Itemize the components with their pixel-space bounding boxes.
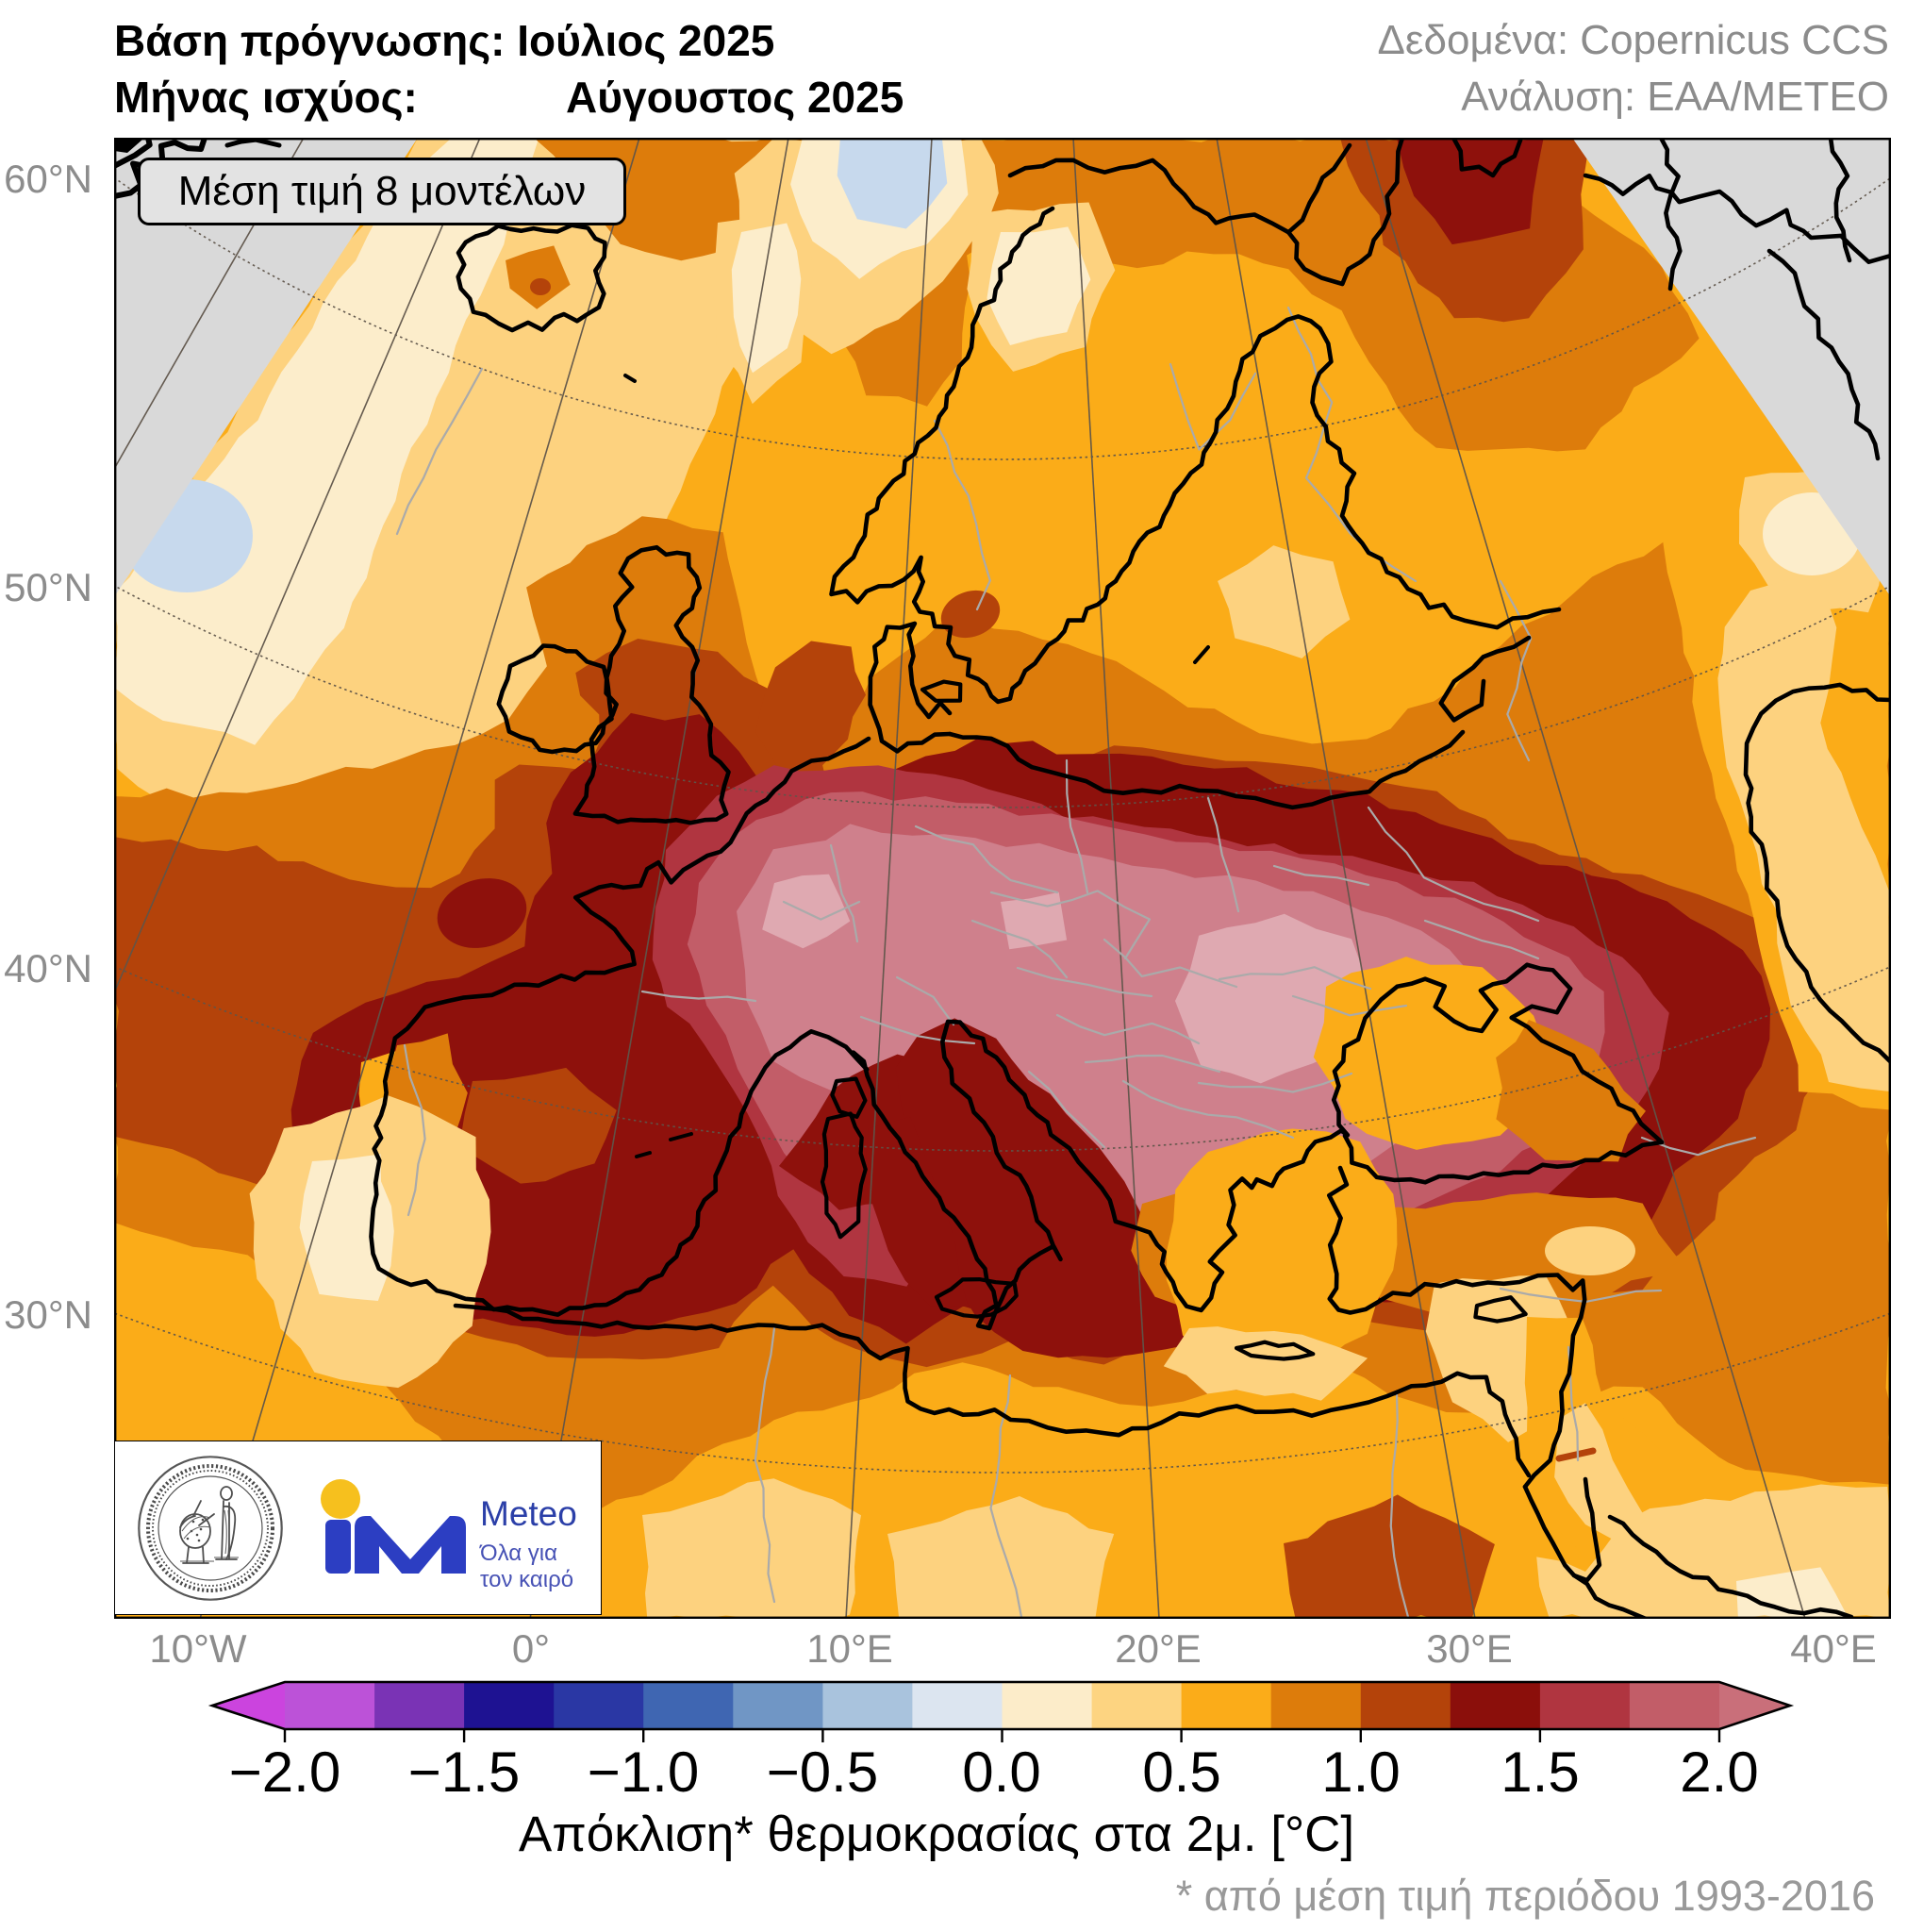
svg-text:τον καιρό: τον καιρό (480, 1567, 573, 1592)
svg-text:Όλα για: Όλα για (479, 1541, 557, 1566)
svg-text:Meteo: Meteo (480, 1494, 577, 1533)
